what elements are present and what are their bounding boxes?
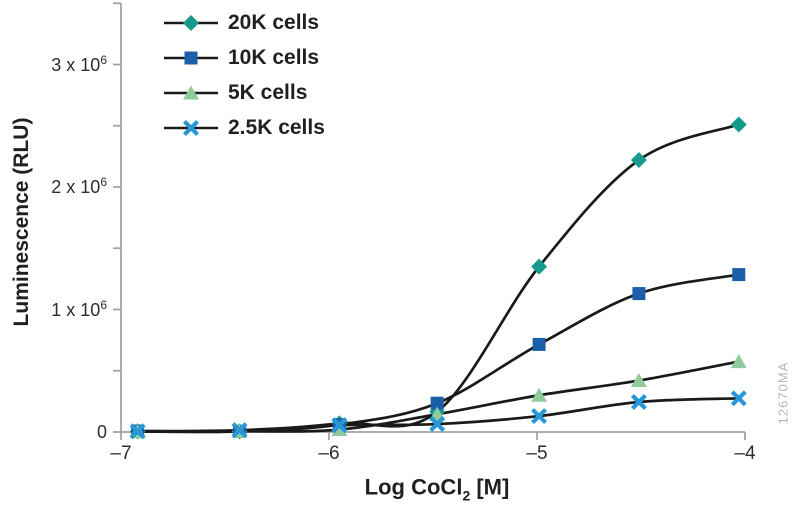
legend-marker-shape — [183, 14, 199, 31]
series-curve-20K-cells — [137, 123, 740, 434]
legend-marker-shape — [183, 85, 199, 99]
data-point-10K-cells — [430, 396, 444, 410]
legend-item-5k-cells: 5K cells — [163, 75, 325, 110]
legend-marker-shape — [184, 51, 198, 64]
x-axis-title: Log CoCl2 [M] — [365, 475, 510, 504]
legend: 20K cells 10K cells 5K cells 2.5K cells — [163, 5, 325, 145]
legend-label: 10K cells — [228, 45, 320, 69]
data-point-5K-cells — [630, 373, 647, 388]
legend-marker-10k-square-icon — [164, 51, 218, 64]
data-point-20K-cells — [630, 152, 647, 169]
x-tick-label: –4 — [734, 443, 756, 464]
data-point-5K-cells — [730, 354, 747, 369]
legend-label: 5K cells — [228, 80, 308, 104]
data-point-10K-cells — [532, 337, 546, 351]
x-tick-label: –6 — [318, 443, 340, 464]
data-point-2-5K-cells — [531, 408, 548, 425]
x-tick-label: –5 — [526, 443, 548, 464]
data-point-10K-cells — [732, 268, 746, 282]
x-axis-title-subscript: 2 — [462, 487, 471, 504]
data-point-5K-cells — [331, 422, 348, 437]
data-point-20K-cells — [730, 116, 747, 133]
legend-marker-5k-triangle-icon — [164, 85, 218, 99]
data-point-20K-cells — [531, 258, 548, 275]
data-point-2-5K-cells — [630, 394, 647, 410]
x-axis-title-base: Log CoCl — [364, 474, 463, 500]
legend-marker-20k-diamond-icon — [164, 14, 218, 31]
y-tick-label: 0 — [96, 422, 107, 442]
legend-marker-shape — [183, 119, 199, 136]
data-point-10K-cells — [632, 287, 646, 301]
legend-item-10k-cells: 10K cells — [163, 40, 325, 75]
watermark-id: 12670MA — [775, 361, 791, 425]
x-axis-title-suffix: [M] — [470, 474, 510, 500]
legend-item-2-5k-cells: 2.5K cells — [163, 110, 325, 145]
data-point-5K-cells — [531, 387, 548, 402]
y-axis-title: Luminescence (RLU) — [10, 117, 33, 327]
legend-label: 2.5K cells — [228, 115, 325, 139]
legend-label: 20K cells — [228, 10, 320, 34]
x-tick-label: –7 — [110, 443, 132, 464]
data-point-2-5K-cells — [231, 422, 248, 439]
y-tick-label: 2 x 106 — [51, 175, 107, 197]
y-tick-label: 3 x 106 — [51, 52, 107, 75]
data-point-2-5K-cells — [129, 423, 146, 440]
data-point-2-5K-cells — [331, 417, 348, 434]
data-point-2-5K-cells — [730, 390, 747, 407]
legend-marker-2-5k-x-icon — [164, 119, 218, 136]
data-point-2-5K-cells — [429, 416, 446, 433]
legend-item-20k-cells: 20K cells — [163, 5, 325, 40]
y-tick-label: 1 x 106 — [51, 297, 107, 320]
